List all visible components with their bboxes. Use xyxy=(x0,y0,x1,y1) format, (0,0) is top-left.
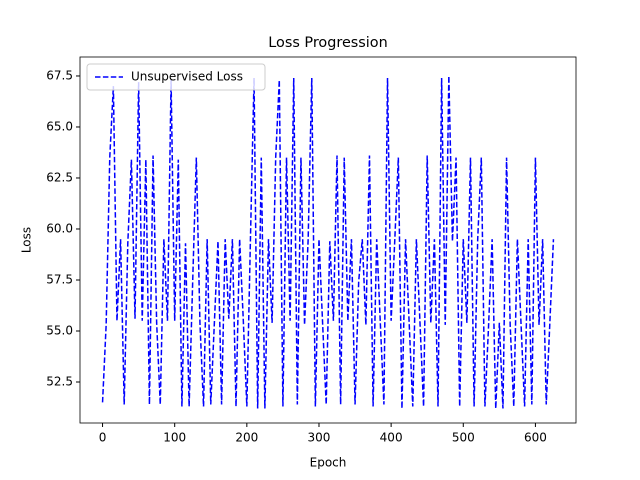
y-tick-label: 60.0 xyxy=(46,221,73,235)
x-tick-label: 600 xyxy=(524,431,547,445)
data-line xyxy=(101,75,555,409)
x-tick-label: 0 xyxy=(99,431,107,445)
y-tick-label: 65.0 xyxy=(46,119,73,133)
x-tick-label: 500 xyxy=(452,431,475,445)
y-tick-label: 62.5 xyxy=(46,170,73,184)
legend-label: Unsupervised Loss xyxy=(131,70,243,84)
legend-box xyxy=(86,63,266,91)
x-tick-label: 200 xyxy=(235,431,258,445)
x-tick-label: 100 xyxy=(163,431,186,445)
x-tick-label: 400 xyxy=(380,431,403,445)
y-tick-label: 67.5 xyxy=(46,68,73,82)
y-tick-label: 52.5 xyxy=(46,374,73,388)
plot-frame xyxy=(79,56,577,424)
y-axis-label: Loss xyxy=(20,227,34,253)
x-axis-label: Epoch xyxy=(310,456,347,470)
y-tick-label: 55.0 xyxy=(46,323,73,337)
x-tick-label: 300 xyxy=(308,431,331,445)
y-tick-label: 57.5 xyxy=(46,272,73,286)
chart-title: Loss Progression xyxy=(268,35,387,51)
